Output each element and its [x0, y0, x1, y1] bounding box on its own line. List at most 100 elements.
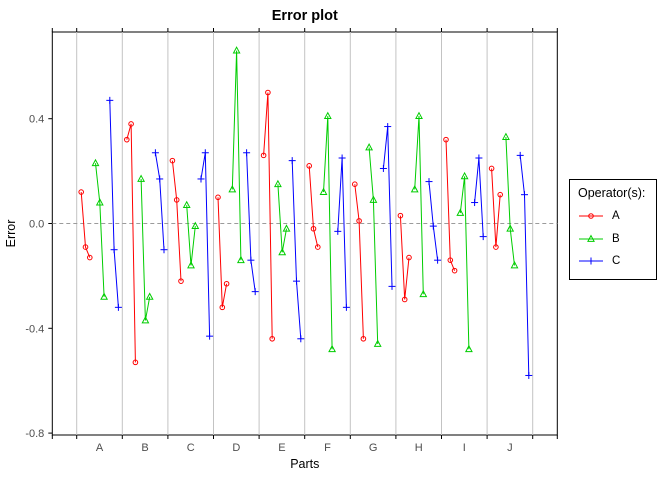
series-A-point-circle-marker — [401, 296, 408, 303]
series-A-point-circle-marker — [128, 121, 134, 127]
series-A-point-circle-marker — [310, 225, 317, 232]
series-A-point-circle-marker — [78, 189, 84, 195]
series-A-point-circle-marker — [178, 278, 184, 284]
series-B-part-E-line — [277, 184, 287, 253]
series-A-part-F-line — [308, 165, 319, 248]
legend-entry-operator-b: B — [578, 231, 656, 247]
circle-key-glyph — [588, 213, 594, 220]
series-B-point-triangle-marker — [328, 344, 337, 353]
series-A-part-D-line — [217, 197, 228, 308]
series-A-point-circle-marker — [447, 257, 454, 263]
x-tick-label-part-f: F — [324, 442, 331, 454]
series-B-point-triangle-marker — [273, 179, 282, 188]
series-B-point-triangle-marker — [145, 292, 154, 300]
series-B-part-C-line — [186, 205, 196, 266]
series-B-point-triangle-marker — [228, 184, 237, 193]
y-tick-label: -0.4 — [25, 323, 44, 335]
series-B-point-triangle-marker — [182, 200, 191, 209]
series-B-part-J-line — [505, 137, 515, 266]
series-B-point-triangle-marker — [323, 111, 332, 119]
series-C-part-G-line — [382, 126, 393, 287]
series-A-part-C-line — [171, 160, 182, 282]
series-A-point-circle-marker — [124, 136, 130, 143]
series-A-part-J-line — [491, 168, 501, 248]
legend-sample-plus-icon — [579, 257, 603, 265]
series-A-point-circle-marker — [406, 254, 412, 261]
series-A-point-circle-marker — [306, 163, 313, 169]
x-tick-label-part-i: I — [463, 442, 466, 454]
series-B-part-G-line — [368, 147, 379, 345]
series-B-part-H-line — [414, 116, 424, 295]
series-B-point-triangle-marker — [369, 195, 378, 203]
x-tick-label-part-a: A — [96, 442, 104, 454]
legend-entry-operator-c: C — [578, 253, 656, 269]
series-B-point-triangle-marker — [191, 221, 200, 230]
chart-title: Error plot — [272, 8, 338, 24]
series-A-point-circle-marker — [173, 197, 180, 203]
series-A-point-circle-marker — [356, 218, 362, 224]
legend-entry-operator-a: A — [578, 208, 656, 224]
series-A-point-circle-marker — [352, 181, 358, 187]
legend-entry-label: C — [612, 254, 621, 267]
series-A-part-E-line — [263, 92, 273, 339]
series-B-part-D-line — [231, 50, 242, 261]
series-A-point-circle-marker — [169, 157, 176, 164]
x-axis-title: Parts — [290, 457, 319, 471]
legend-sample-triangle-icon — [579, 234, 603, 242]
series-A-part-A-line — [80, 192, 91, 258]
series-C-part-H-line — [428, 181, 439, 261]
series-A-point-circle-marker — [397, 212, 404, 219]
series-A-point-circle-marker — [360, 335, 367, 342]
series-A-point-circle-marker — [82, 244, 89, 250]
series-B-point-triangle-marker — [373, 339, 382, 347]
x-tick-label-part-c: C — [187, 442, 195, 454]
legend-entry-label: A — [612, 210, 620, 223]
series-B-point-triangle-marker — [419, 289, 428, 298]
y-tick-label: 0.4 — [29, 114, 44, 126]
series-A-point-circle-marker — [497, 191, 504, 198]
series-B-point-triangle-marker — [319, 187, 328, 195]
series-C-part-I-line — [474, 157, 484, 237]
series-A-point-circle-marker — [132, 359, 139, 366]
legend-sample-circle-icon — [579, 213, 603, 220]
series-C-part-F-line — [337, 157, 347, 308]
series-B-point-triangle-marker — [506, 224, 515, 232]
series-A-part-B-line — [126, 123, 136, 363]
series-B-point-triangle-marker — [100, 292, 109, 300]
series-A-point-circle-marker — [219, 304, 226, 311]
series-A-point-circle-marker — [223, 280, 230, 287]
x-tick-label-part-g: G — [369, 442, 378, 454]
series-A-part-H-line — [399, 215, 410, 300]
legend-box: Operator(s): A B C — [569, 179, 657, 280]
series-B-point-triangle-marker — [137, 174, 146, 182]
series-C-part-A-line — [109, 100, 119, 308]
y-axis-title: Error — [4, 220, 18, 248]
series-C-part-D-line — [246, 152, 256, 292]
legend-title: Operator(s): — [578, 186, 646, 200]
series-C-part-E-line — [291, 160, 302, 339]
series-A-point-circle-marker — [260, 152, 267, 159]
series-B-point-triangle-marker — [510, 260, 519, 269]
x-tick-label-part-b: B — [141, 442, 148, 454]
x-tick-label-part-j: J — [507, 442, 513, 454]
triangle-key-glyph — [587, 234, 595, 242]
series-A-point-circle-marker — [265, 89, 271, 96]
series-A-point-circle-marker — [493, 244, 499, 250]
series-A-part-I-line — [445, 139, 456, 271]
series-A-point-circle-marker — [315, 244, 321, 250]
series-B-point-triangle-marker — [95, 198, 104, 206]
series-A-point-circle-marker — [87, 254, 93, 261]
series-A-part-G-line — [354, 184, 364, 339]
x-tick-label-part-d: D — [232, 442, 240, 454]
x-tick-label-part-e: E — [278, 442, 285, 454]
series-B-point-triangle-marker — [456, 208, 465, 216]
series-A-point-circle-marker — [488, 165, 495, 172]
series-B-point-triangle-marker — [232, 46, 241, 54]
series-B-point-triangle-marker — [236, 255, 245, 264]
series-C-part-B-line — [154, 152, 165, 250]
series-B-point-triangle-marker — [282, 224, 291, 232]
series-B-part-F-line — [323, 116, 333, 350]
series-B-point-triangle-marker — [460, 171, 469, 180]
